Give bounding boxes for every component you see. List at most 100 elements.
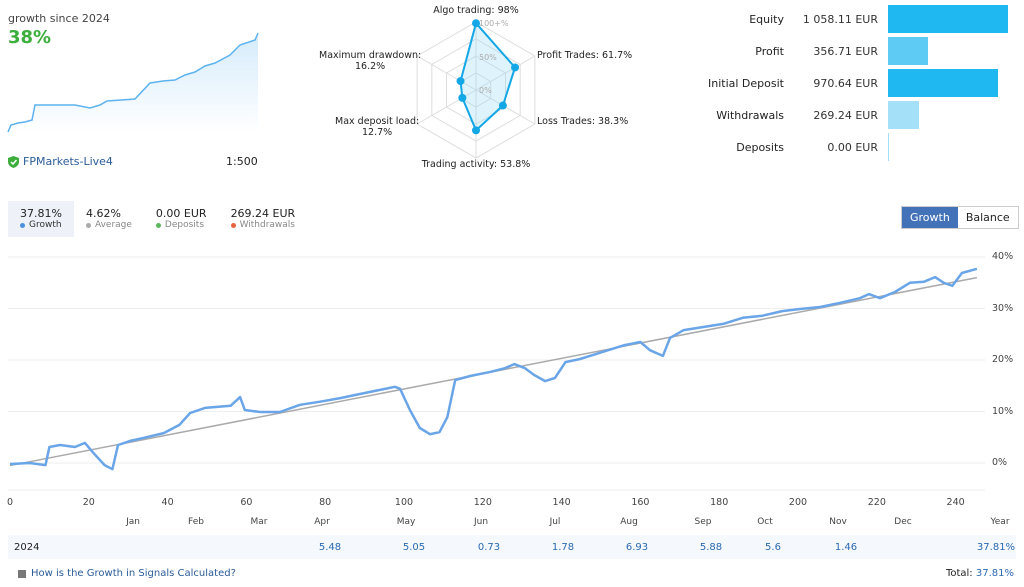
withdrawals-dot-icon bbox=[230, 222, 236, 228]
x-tick: 200 bbox=[788, 497, 808, 508]
x-tick: 60 bbox=[240, 497, 253, 508]
finance-row: Withdrawals 269.24 EUR bbox=[690, 101, 919, 129]
x-tick: 40 bbox=[161, 497, 174, 508]
stat-growth[interactable]: 37.81% Growth bbox=[8, 201, 74, 237]
radar-label-load: Max deposit load: 12.7% bbox=[335, 116, 419, 138]
month-value: 37.81% bbox=[976, 542, 1016, 553]
finance-row: Deposits 0.00 EUR bbox=[690, 133, 889, 161]
radar-tick: 50% bbox=[479, 53, 497, 62]
radar-point bbox=[456, 77, 465, 86]
stat-deposits[interactable]: 0.00 EUR Deposits bbox=[144, 201, 219, 237]
x-tick: 220 bbox=[867, 497, 886, 508]
growth-line bbox=[9, 267, 978, 471]
month-value: 5.6 bbox=[765, 542, 781, 553]
month-value: 5.88 bbox=[699, 542, 723, 553]
server-label[interactable]: FPMarkets-Live4 bbox=[23, 155, 113, 168]
finance-bar bbox=[888, 133, 889, 161]
radar-label-drawdown: Maximum drawdown: 16.2% bbox=[319, 50, 421, 72]
finance-bar bbox=[888, 101, 919, 129]
month-header: Mar bbox=[250, 517, 268, 527]
server-name[interactable]: FPMarkets-Live4 bbox=[8, 155, 113, 168]
stat-label: Growth bbox=[29, 220, 62, 230]
total-label: Total: bbox=[945, 568, 973, 579]
radar-load-title: Max deposit load: bbox=[335, 116, 420, 127]
year-row bbox=[8, 535, 1016, 559]
year-label: 2024 bbox=[14, 542, 40, 553]
average-dot-icon bbox=[85, 222, 91, 228]
x-tick: 100 bbox=[394, 497, 414, 508]
growth-button[interactable]: Growth bbox=[902, 207, 958, 228]
x-tick: 180 bbox=[710, 497, 729, 508]
y-tick: 0% bbox=[992, 457, 1008, 468]
radar-spoke bbox=[416, 89, 477, 125]
finance-label: Withdrawals bbox=[716, 108, 784, 122]
month-header: Sep bbox=[694, 517, 712, 527]
month-header: Year bbox=[990, 517, 1010, 527]
month-value: 6.93 bbox=[625, 542, 649, 553]
radar-dd-title: Maximum drawdown: bbox=[319, 50, 422, 61]
stat-withdrawals[interactable]: 269.24 EUR Withdrawals bbox=[219, 201, 308, 237]
finance-label: Equity bbox=[749, 12, 784, 26]
stat-label: Average bbox=[94, 220, 132, 230]
x-tick: 140 bbox=[552, 497, 571, 508]
radar-spoke bbox=[475, 55, 536, 91]
radar-point bbox=[498, 101, 507, 110]
finance-label: Initial Deposit bbox=[708, 76, 784, 90]
y-tick: 40% bbox=[992, 251, 1014, 262]
month-header: Jul bbox=[549, 517, 561, 527]
y-tick: 30% bbox=[992, 302, 1014, 314]
stat-value: 0.00 EUR bbox=[155, 207, 207, 220]
month-value: 1.46 bbox=[834, 542, 858, 553]
month-value: 1.78 bbox=[551, 542, 575, 553]
stat-value: 269.24 EUR bbox=[230, 207, 296, 220]
finance-bar bbox=[888, 37, 929, 65]
finance-value: 356.71 EUR bbox=[813, 44, 878, 58]
chart-mode-toggle: Growth Balance bbox=[901, 206, 1019, 229]
radar-point bbox=[458, 93, 467, 102]
month-header: Oct bbox=[757, 517, 773, 527]
month-header: Jan bbox=[126, 517, 140, 527]
x-tick: 240 bbox=[946, 497, 965, 508]
mini-growth-chart bbox=[7, 32, 259, 133]
finance-bar bbox=[888, 69, 999, 97]
verified-shield-icon bbox=[8, 155, 19, 168]
balance-button[interactable]: Balance bbox=[965, 211, 1010, 224]
growth-dot-icon bbox=[20, 222, 25, 228]
month-value: 0.73 bbox=[477, 542, 501, 553]
stat-label: Deposits bbox=[164, 220, 205, 230]
month-value: 5.48 bbox=[318, 542, 342, 553]
month-header: Nov bbox=[829, 517, 847, 527]
finance-label: Deposits bbox=[736, 140, 784, 154]
month-header: Aug bbox=[620, 517, 638, 527]
info-icon bbox=[18, 569, 26, 578]
stat-label: Withdrawals bbox=[239, 220, 295, 230]
growth-chart bbox=[8, 256, 985, 491]
x-tick: 0 bbox=[6, 497, 14, 508]
leverage: 1:500 bbox=[226, 155, 258, 168]
radar-point bbox=[472, 19, 480, 28]
finance-row: Profit 356.71 EUR bbox=[690, 37, 929, 65]
y-tick: 10% bbox=[992, 405, 1014, 417]
x-tick: 120 bbox=[473, 497, 492, 508]
radar-label-activity: Trading activity: 53.8% bbox=[421, 159, 531, 170]
radar-tick: 100+% bbox=[479, 19, 509, 28]
radar-label-algo: Algo trading: 98% bbox=[433, 5, 519, 16]
month-header: Apr bbox=[314, 517, 330, 527]
month-header: Feb bbox=[188, 517, 204, 527]
stat-average[interactable]: 4.62% Average bbox=[74, 201, 144, 237]
radar-label-loss: Loss Trades: 38.3% bbox=[537, 116, 629, 127]
month-header: Jun bbox=[473, 517, 489, 527]
total: Total: 37.81% bbox=[946, 568, 1014, 579]
radar-chart: 100+% 50% 0% bbox=[416, 19, 536, 159]
how-growth-text[interactable]: How is the Growth in Signals Calculated? bbox=[31, 568, 236, 579]
month-header: Dec bbox=[894, 517, 912, 527]
stats-tabs: 37.81% Growth 4.62% Average 0.00 EUR Deposi… bbox=[8, 201, 307, 237]
growth-since-label: growth since 2024 bbox=[8, 12, 110, 25]
how-growth-link[interactable]: How is the Growth in Signals Calculated? bbox=[18, 568, 236, 579]
x-tick: 80 bbox=[319, 497, 332, 508]
finance-label: Profit bbox=[755, 44, 784, 58]
stat-value: 37.81% bbox=[20, 207, 62, 220]
y-tick: 20% bbox=[992, 354, 1014, 365]
radar-spoke bbox=[416, 55, 477, 91]
x-tick: 160 bbox=[631, 497, 650, 508]
